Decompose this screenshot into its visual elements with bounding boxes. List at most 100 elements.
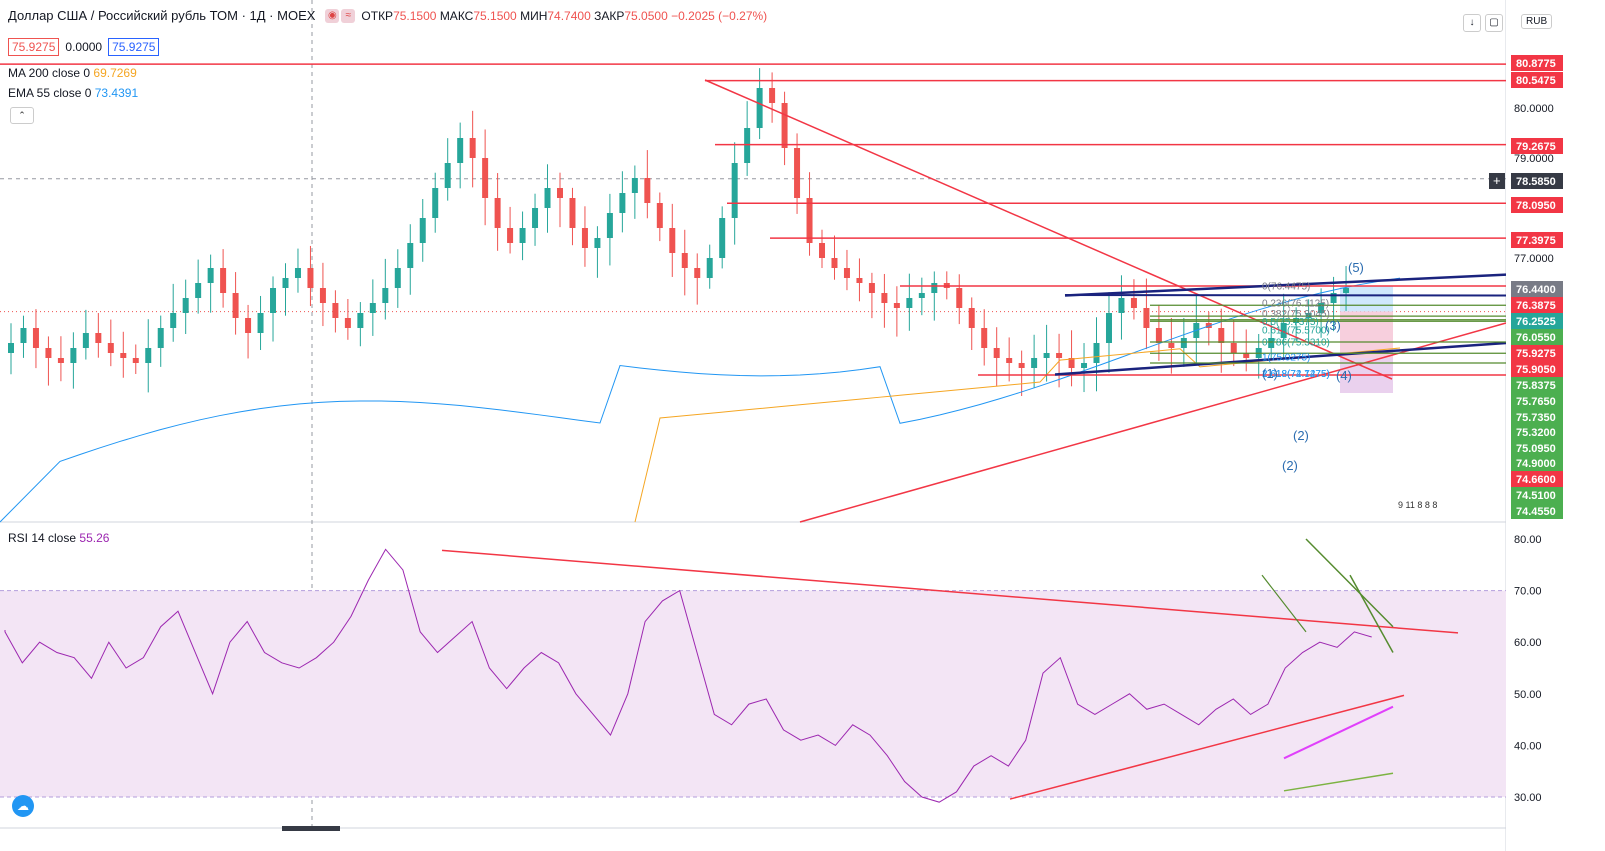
moving-averages xyxy=(0,277,1401,523)
symbol-title[interactable]: Доллар США / Российский рубль ТОМ · 1Д ·… xyxy=(8,8,316,23)
candle-body xyxy=(482,158,489,198)
wave-label: (2) xyxy=(1293,428,1309,443)
candle-body xyxy=(993,348,1000,358)
high-value: 75.1500 xyxy=(473,8,517,23)
wave-label: (4) xyxy=(1336,368,1352,383)
rsi-legend[interactable]: RSI 14 close 55.26 xyxy=(8,531,109,545)
candles xyxy=(8,68,1350,396)
candle-body xyxy=(681,253,688,268)
ma-legend[interactable]: MA 200 close 0 69.7269 xyxy=(8,66,137,80)
price-label-text: 75.9275 xyxy=(1516,348,1556,360)
candle-body xyxy=(270,288,277,313)
price-axis[interactable]: 80.0000 79.0000 77.0000 80.8775 80.5475 79.26… xyxy=(1489,0,1605,851)
eye-icon[interactable]: ◉ xyxy=(325,8,340,23)
rsi-magenta-line xyxy=(1283,705,1394,760)
price-label-text: 74.9000 xyxy=(1516,458,1556,470)
candle-body xyxy=(532,208,539,228)
ema-55-line xyxy=(0,277,1401,523)
candle-body xyxy=(644,178,651,203)
candle-body xyxy=(856,278,863,283)
candle-body xyxy=(170,313,177,328)
candle-body xyxy=(1330,293,1337,303)
candle-body xyxy=(195,283,202,298)
candle-body xyxy=(107,343,114,353)
open-value: 75.1500 xyxy=(393,8,437,23)
rsi-value: 55.26 xyxy=(79,531,110,545)
ema-label: EMA 55 close 0 xyxy=(8,86,92,100)
ema-legend[interactable]: EMA 55 close 0 73.4391 xyxy=(8,86,138,100)
compare-icon[interactable]: ≈ xyxy=(341,8,356,23)
wave-label: (3) xyxy=(1325,318,1341,333)
candle-body xyxy=(819,243,826,258)
candle-body xyxy=(1293,318,1300,323)
currency-button[interactable]: RUB xyxy=(1521,14,1553,29)
ohlc-values: ОТКР75.1500 МАКС75.1500 МИН74.7400 ЗАКР7… xyxy=(361,9,767,23)
candle-body xyxy=(32,328,39,348)
price-label-text: 75.7350 xyxy=(1516,412,1556,424)
ema-value: 73.4391 xyxy=(94,86,139,100)
candle-body xyxy=(182,298,189,313)
candle-body xyxy=(132,358,139,363)
fib-level-label: 1.618(74.1475) xyxy=(1262,369,1330,380)
candle-body xyxy=(881,293,888,303)
rsi-tick-label: 60.00 xyxy=(1514,637,1542,649)
fib-level-label: 1(75.0275) xyxy=(1262,353,1310,364)
candle-body xyxy=(1043,353,1050,358)
rsi-tick-label: 40.00 xyxy=(1514,740,1542,752)
drawings[interactable]: 0(76.4475)0.236(76.1125)0.382(75.9045)0.… xyxy=(0,63,1541,523)
buy-button[interactable]: 75.9275 xyxy=(108,38,160,56)
candle-body xyxy=(245,318,252,333)
tradingview-logo-icon[interactable]: ☁ xyxy=(12,795,34,817)
low-label: МИН xyxy=(520,8,548,23)
price-label-bg xyxy=(1511,361,1563,377)
candle-body xyxy=(145,348,152,363)
candle-body xyxy=(45,348,52,358)
price-label-text: 74.5100 xyxy=(1516,490,1556,502)
candle-body xyxy=(931,283,938,293)
price-label-bg xyxy=(1511,409,1563,425)
fib-level-label: 0.382(75.9045) xyxy=(1262,309,1330,320)
candle-body xyxy=(868,283,875,293)
candle-body xyxy=(1168,343,1175,348)
candle-body xyxy=(631,178,638,193)
download-arrow-icon[interactable]: ↓ xyxy=(1463,14,1481,32)
fib-level-label: 0.618(75.5700) xyxy=(1262,326,1330,337)
price-label-bg xyxy=(1511,393,1563,409)
candle-body xyxy=(956,288,963,308)
candle-body xyxy=(207,268,214,283)
candle-body xyxy=(769,88,776,103)
candle-body xyxy=(407,243,414,268)
candle-body xyxy=(157,328,164,348)
candle-body xyxy=(719,218,726,258)
candle-body xyxy=(744,128,751,163)
rsi-tick-label: 80.00 xyxy=(1514,534,1542,546)
reset-icon[interactable]: ▢ xyxy=(1485,14,1503,32)
candle-body xyxy=(1118,298,1125,313)
candle-body xyxy=(606,213,613,238)
candle-body xyxy=(1006,358,1013,363)
candle-body xyxy=(444,163,451,188)
candle-body xyxy=(619,193,626,213)
fib-level-label: 0.786(75.3310) xyxy=(1262,337,1330,348)
candle-body xyxy=(1318,303,1325,313)
symbol-header: Доллар США / Российский рубль ТОМ · 1Д ·… xyxy=(8,8,767,23)
candle-body xyxy=(319,288,326,303)
rsi-tick-label: 30.00 xyxy=(1514,792,1542,804)
candle-body xyxy=(294,268,301,278)
candle-body xyxy=(1230,343,1237,353)
candle-body xyxy=(781,103,788,148)
sell-button[interactable]: 75.9275 xyxy=(8,38,60,56)
price-tick-label: 80.0000 xyxy=(1514,103,1554,115)
chevron-up-icon[interactable]: ⌃ xyxy=(10,107,34,124)
rsi-downtrend-line xyxy=(441,549,1459,634)
price-label-text: 75.7650 xyxy=(1516,396,1556,408)
candle-body xyxy=(494,198,501,228)
price-label-text: 75.9050 xyxy=(1516,364,1556,376)
ma-value: 69.7269 xyxy=(93,66,137,80)
pane-controls: ↓ ▢ xyxy=(1463,14,1503,32)
candle-body xyxy=(57,358,64,363)
price-label-bg xyxy=(1511,377,1563,393)
price-label-bg xyxy=(1511,313,1563,329)
price-label-text: 78.5850 xyxy=(1516,176,1556,188)
